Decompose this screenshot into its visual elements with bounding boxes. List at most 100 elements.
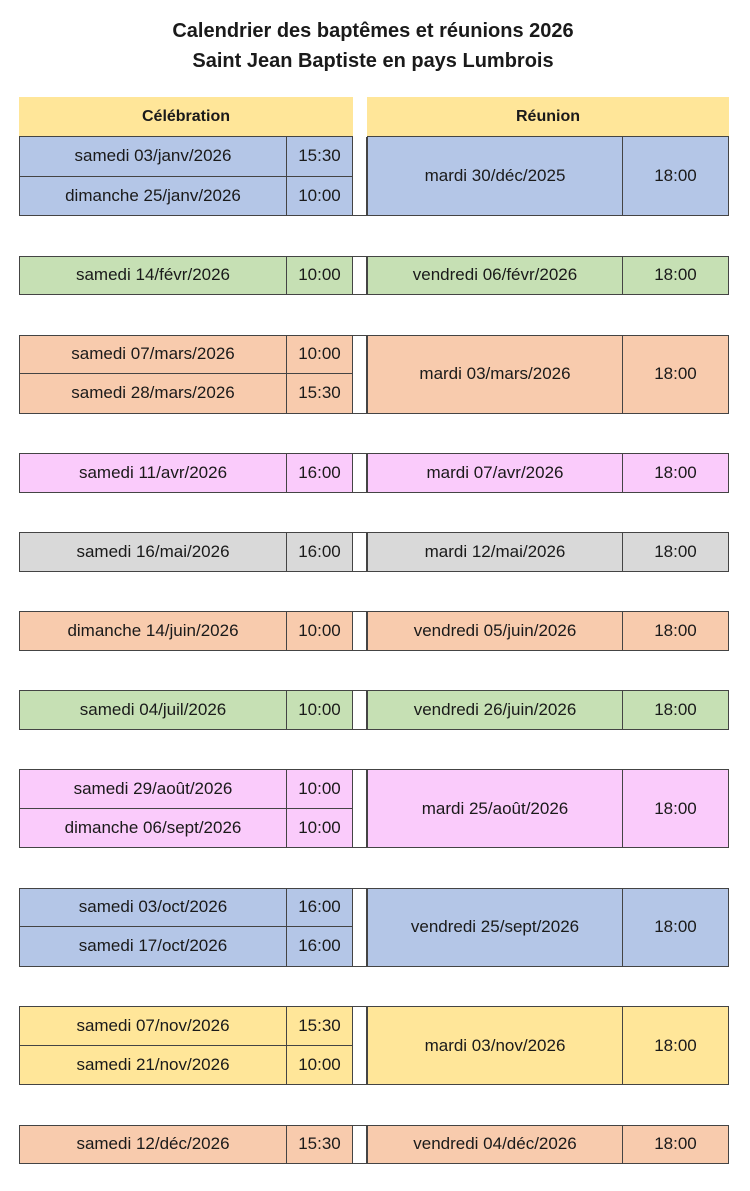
column-gap: [353, 1006, 367, 1085]
celebration-date: samedi 07/mars/2026: [19, 334, 287, 374]
reunion-date: mardi 03/nov/2026: [367, 1006, 623, 1085]
reunion-time: 18:00: [623, 532, 729, 572]
reunion-time: 18:00: [623, 255, 729, 295]
schedule-group: samedi 29/août/2026 10:00 dimanche 06/sept…: [19, 769, 729, 848]
celebration-row: samedi 07/nov/2026 15:30: [19, 1006, 353, 1046]
celebration-time: 10:00: [287, 808, 353, 848]
celebration-date: samedi 17/oct/2026: [19, 927, 287, 967]
celebration-date: samedi 11/avr/2026: [19, 453, 287, 493]
celebration-date: samedi 03/janv/2026: [19, 137, 287, 177]
reunion-date: vendredi 04/déc/2026: [367, 1124, 623, 1164]
celebration-column: samedi 16/mai/2026 16:00: [19, 532, 353, 572]
celebration-column: samedi 12/déc/2026 15:30: [19, 1124, 353, 1164]
celebration-row: samedi 11/avr/2026 16:00: [19, 453, 353, 493]
celebration-date: samedi 21/nov/2026: [19, 1045, 287, 1085]
celebration-date: samedi 14/févr/2026: [19, 255, 287, 295]
schedule-group: dimanche 14/juin/2026 10:00 vendredi 05/ju…: [19, 611, 729, 651]
celebration-time: 15:30: [287, 137, 353, 177]
celebration-date: dimanche 06/sept/2026: [19, 808, 287, 848]
calendar-table: Célébration Réunion samedi 03/janv/2026 1…: [19, 97, 729, 1164]
celebration-time: 10:00: [287, 690, 353, 730]
reunion-time: 18:00: [623, 1006, 729, 1085]
celebration-time: 15:30: [287, 374, 353, 414]
celebration-time: 16:00: [287, 887, 353, 927]
reunion-time: 18:00: [623, 611, 729, 651]
reunion-time: 18:00: [623, 690, 729, 730]
celebration-column: samedi 29/août/2026 10:00 dimanche 06/sept…: [19, 769, 353, 848]
celebration-date: dimanche 14/juin/2026: [19, 611, 287, 651]
column-gap: [353, 453, 367, 493]
schedule-group: samedi 03/janv/2026 15:30 dimanche 25/janv…: [19, 137, 729, 216]
reunion-date: vendredi 06/févr/2026: [367, 255, 623, 295]
reunion-date: mardi 25/août/2026: [367, 769, 623, 848]
celebration-date: samedi 29/août/2026: [19, 769, 287, 809]
celebration-date: samedi 04/juil/2026: [19, 690, 287, 730]
reunion-date: vendredi 25/sept/2026: [367, 887, 623, 967]
header-celebration: Célébration: [19, 97, 353, 137]
schedule-group: samedi 04/juil/2026 10:00 vendredi 26/juin…: [19, 690, 729, 730]
celebration-column: samedi 11/avr/2026 16:00: [19, 453, 353, 493]
reunion-time: 18:00: [623, 334, 729, 414]
column-gap: [353, 690, 367, 730]
reunion-date: vendredi 26/juin/2026: [367, 690, 623, 730]
celebration-time: 16:00: [287, 927, 353, 967]
header-reunion: Réunion: [367, 97, 729, 137]
celebration-date: samedi 12/déc/2026: [19, 1124, 287, 1164]
schedule-group: samedi 03/oct/2026 16:00 samedi 17/oct/202…: [19, 887, 729, 967]
schedule-group: samedi 11/avr/2026 16:00 mardi 07/avr/2026…: [19, 453, 729, 493]
celebration-time: 16:00: [287, 453, 353, 493]
celebration-time: 10:00: [287, 611, 353, 651]
celebration-row: samedi 17/oct/2026 16:00: [19, 927, 353, 967]
celebration-date: samedi 03/oct/2026: [19, 887, 287, 927]
celebration-column: samedi 04/juil/2026 10:00: [19, 690, 353, 730]
schedule-group: samedi 14/févr/2026 10:00 vendredi 06/févr…: [19, 255, 729, 295]
celebration-row: samedi 03/janv/2026 15:30: [19, 137, 353, 177]
celebration-column: samedi 03/oct/2026 16:00 samedi 17/oct/202…: [19, 887, 353, 967]
header-row: Célébration Réunion: [19, 97, 729, 137]
celebration-row: samedi 07/mars/2026 10:00: [19, 334, 353, 374]
reunion-date: mardi 12/mai/2026: [367, 532, 623, 572]
document-subtitle: Saint Jean Baptiste en pays Lumbrois: [192, 50, 554, 72]
celebration-column: samedi 07/nov/2026 15:30 samedi 21/nov/202…: [19, 1006, 353, 1085]
celebration-row: samedi 29/août/2026 10:00: [19, 769, 353, 809]
celebration-row: samedi 21/nov/2026 10:00: [19, 1045, 353, 1085]
celebration-row: dimanche 25/janv/2026 10:00: [19, 176, 353, 216]
celebration-time: 15:30: [287, 1006, 353, 1046]
header-gap: [353, 97, 367, 137]
celebration-row: samedi 16/mai/2026 16:00: [19, 532, 353, 572]
celebration-date: samedi 07/nov/2026: [19, 1006, 287, 1046]
schedule-group: samedi 16/mai/2026 16:00 mardi 12/mai/2026…: [19, 532, 729, 572]
celebration-row: samedi 28/mars/2026 15:30: [19, 374, 353, 414]
reunion-time: 18:00: [623, 1124, 729, 1164]
schedule-group: samedi 12/déc/2026 15:30 vendredi 04/déc/2…: [19, 1124, 729, 1164]
column-gap: [353, 532, 367, 572]
celebration-time: 10:00: [287, 255, 353, 295]
celebration-row: samedi 03/oct/2026 16:00: [19, 887, 353, 927]
celebration-column: samedi 07/mars/2026 10:00 samedi 28/mars/2…: [19, 334, 353, 414]
celebration-time: 15:30: [287, 1124, 353, 1164]
reunion-time: 18:00: [623, 887, 729, 967]
schedule-group: samedi 07/nov/2026 15:30 samedi 21/nov/202…: [19, 1006, 729, 1085]
reunion-date: vendredi 05/juin/2026: [367, 611, 623, 651]
celebration-column: samedi 03/janv/2026 15:30 dimanche 25/janv…: [19, 137, 353, 216]
reunion-date: mardi 07/avr/2026: [367, 453, 623, 493]
column-gap: [353, 887, 367, 967]
column-gap: [353, 334, 367, 414]
reunion-time: 18:00: [623, 137, 729, 216]
celebration-row: samedi 12/déc/2026 15:30: [19, 1124, 353, 1164]
celebration-time: 10:00: [287, 334, 353, 374]
schedule-group: samedi 07/mars/2026 10:00 samedi 28/mars/2…: [19, 334, 729, 414]
column-gap: [353, 255, 367, 295]
reunion-date: mardi 03/mars/2026: [367, 334, 623, 414]
celebration-date: dimanche 25/janv/2026: [19, 176, 287, 216]
celebration-row: dimanche 14/juin/2026 10:00: [19, 611, 353, 651]
celebration-row: dimanche 06/sept/2026 10:00: [19, 808, 353, 848]
column-gap: [353, 1124, 367, 1164]
reunion-time: 18:00: [623, 453, 729, 493]
column-gap: [353, 137, 367, 216]
celebration-time: 10:00: [287, 769, 353, 809]
column-gap: [353, 611, 367, 651]
reunion-time: 18:00: [623, 769, 729, 848]
celebration-date: samedi 16/mai/2026: [19, 532, 287, 572]
celebration-time: 10:00: [287, 176, 353, 216]
